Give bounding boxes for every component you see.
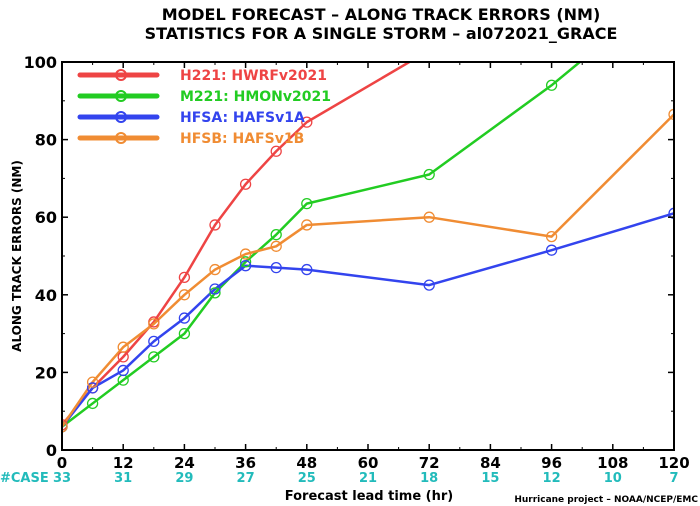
x-tick-label: 108 [597, 454, 628, 472]
data-point [239, 260, 252, 272]
chart-title: MODEL FORECAST – ALONG TRACK ERRORS (NM) [162, 5, 601, 24]
legend-marker [115, 111, 127, 123]
data-point [86, 382, 99, 394]
axes-layer: 0 20 40 60 80 100 0 12 24 36 48 60 72 84 96 108 120 33 31 2… [24, 53, 690, 486]
case-count: 18 [420, 471, 438, 486]
data-point [178, 289, 191, 301]
x-tick-label: 48 [296, 454, 317, 472]
legend-entry: H221: HWRFv2021 [180, 68, 327, 84]
data-point [62, 421, 68, 433]
credit-text: Hurricane project – NOAA/NCEP/EMC [514, 495, 698, 505]
legend-entry: M221: HMONv2021 [180, 89, 331, 105]
data-point [239, 248, 252, 260]
case-count: 21 [359, 471, 377, 486]
case-count: 15 [481, 471, 499, 486]
data-point [301, 219, 313, 231]
data-point [270, 229, 282, 241]
data-point [178, 327, 191, 340]
x-tick-label: 0 [57, 454, 67, 472]
data-point [148, 335, 160, 348]
legend-marker [115, 132, 127, 144]
legend-entry: HFSB: HAFSv1B [180, 131, 304, 147]
x-tick-label: 120 [658, 454, 689, 472]
y-tick-label: 20 [35, 363, 57, 382]
data-point [239, 256, 252, 268]
case-count: 31 [114, 471, 132, 486]
data-point [545, 244, 558, 256]
data-point [301, 263, 313, 276]
series-layer [62, 45, 674, 433]
data-point [117, 364, 129, 377]
x-tick-label: 24 [174, 454, 195, 472]
x-tick-label: 96 [541, 454, 562, 472]
data-point [209, 287, 221, 299]
data-point [117, 341, 129, 353]
x-tick-label: 60 [358, 454, 379, 472]
data-point [668, 108, 674, 121]
y-tick-label: 80 [35, 131, 57, 150]
y-tick-label: 60 [35, 208, 57, 227]
data-point [301, 116, 313, 128]
case-label: #CASE [0, 471, 49, 486]
data-point [86, 376, 99, 388]
case-count: 7 [669, 471, 678, 486]
data-point [148, 351, 160, 363]
data-point [423, 168, 435, 181]
data-point [209, 263, 221, 276]
data-point [270, 145, 282, 157]
series-line [62, 113, 674, 428]
case-count: 33 [53, 471, 71, 486]
series-line [62, 212, 674, 428]
legend-entry: HFSA: HAFSv1A [180, 110, 305, 126]
case-count: 12 [543, 471, 561, 486]
data-point [239, 178, 252, 190]
data-point [178, 271, 191, 283]
case-count: 27 [237, 471, 255, 486]
series-line [62, 62, 412, 426]
data-point [178, 312, 191, 324]
legend-marker [115, 90, 127, 102]
data-point [668, 207, 674, 219]
case-count: 10 [604, 471, 622, 486]
data-point [270, 240, 282, 252]
data-point [424, 45, 434, 55]
x-tick-label: 36 [235, 454, 256, 472]
data-point [301, 197, 313, 210]
case-count: 29 [175, 471, 193, 486]
plot-frame [61, 61, 675, 451]
data-point [545, 230, 558, 243]
x-axis-label: Forecast lead time (hr) [285, 489, 453, 504]
x-tick-label: 84 [480, 454, 501, 472]
data-point [209, 283, 221, 295]
data-point [148, 318, 160, 330]
data-point [423, 279, 435, 291]
chart-subtitle: STATISTICS FOR A SINGLE STORM – al072021… [145, 24, 618, 43]
y-tick-label: 40 [35, 286, 57, 305]
data-point [545, 79, 558, 91]
x-tick-label: 72 [419, 454, 440, 472]
case-count: 25 [298, 471, 316, 486]
data-point [270, 261, 282, 274]
x-tick-label: 12 [113, 454, 134, 472]
data-point [86, 397, 99, 410]
data-point [209, 219, 221, 231]
data-point [423, 211, 435, 223]
legend-marker [115, 69, 127, 81]
y-tick-label: 0 [46, 441, 57, 460]
y-axis-label: ALONG TRACK ERRORS (NM) [10, 160, 24, 352]
y-tick-label: 100 [24, 53, 57, 72]
legend: H221: HWRFv2021 M221: HMONv2021 HFSA: HAFS… [77, 68, 331, 147]
